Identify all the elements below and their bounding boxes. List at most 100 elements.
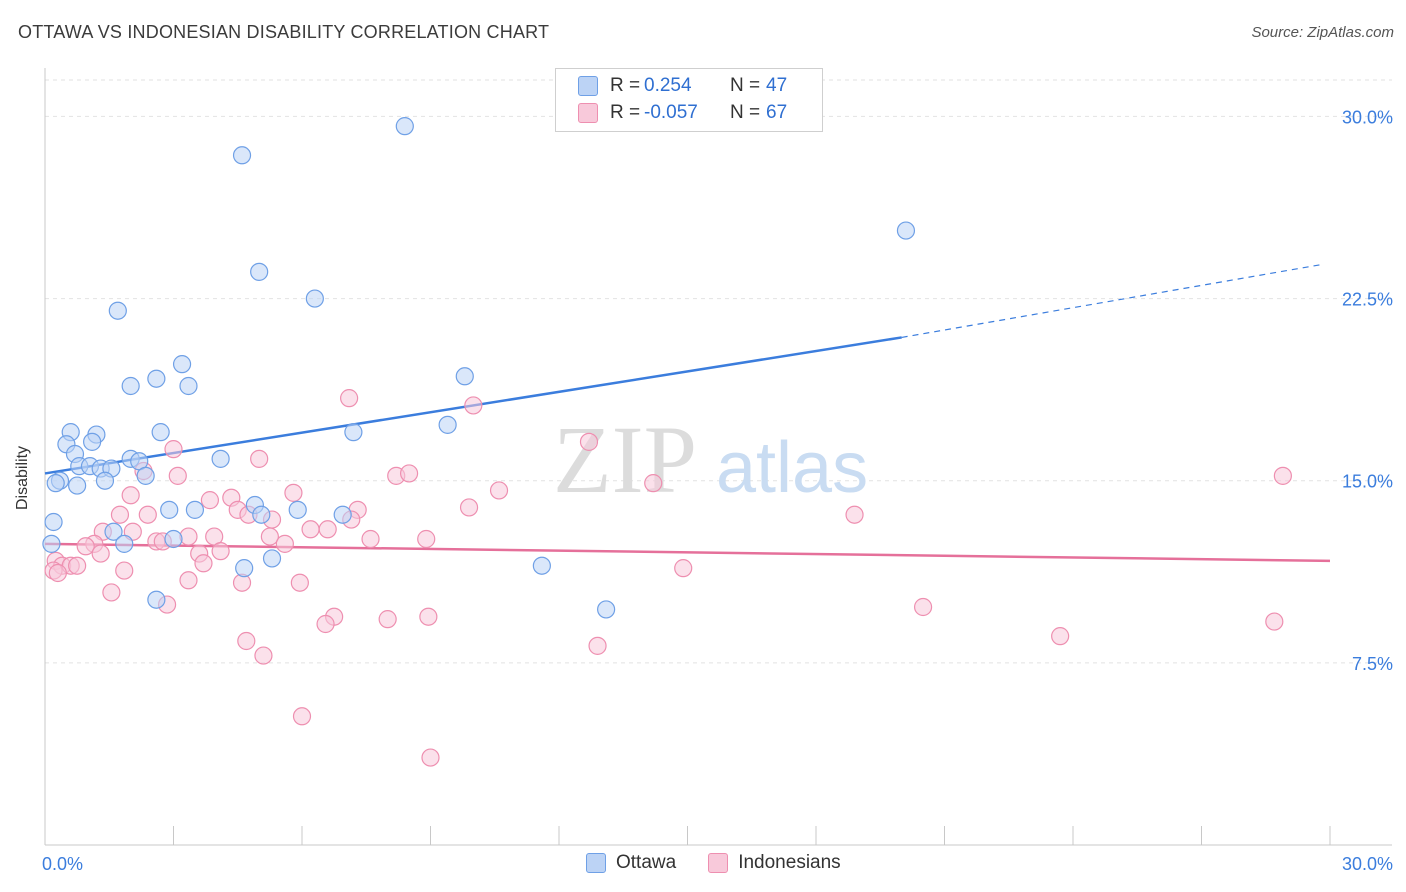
data-point-ottawa bbox=[262, 549, 282, 568]
legend-label-ottawa: Ottawa bbox=[616, 852, 677, 873]
data-point-indonesians bbox=[419, 607, 438, 626]
data-point-indonesians bbox=[378, 610, 397, 629]
y-tick-label: 30.0% bbox=[1342, 107, 1393, 127]
data-point-indonesians bbox=[588, 636, 607, 655]
data-point-indonesians bbox=[399, 464, 419, 483]
legend-n-label: N = bbox=[730, 75, 761, 96]
data-point-indonesians bbox=[211, 542, 230, 561]
data-point-ottawa bbox=[597, 600, 616, 619]
legend-row-indonesians: R = -0.057 N = 67 bbox=[578, 100, 787, 126]
data-point-indonesians bbox=[284, 483, 303, 502]
data-point-ottawa bbox=[333, 505, 352, 524]
legend-swatch-indonesians bbox=[708, 853, 729, 873]
legend-n-value: 47 bbox=[766, 75, 788, 96]
data-point-indonesians bbox=[168, 466, 187, 485]
x-tick-label: 30.0% bbox=[1342, 854, 1393, 874]
data-point-indonesians bbox=[164, 440, 183, 459]
data-point-ottawa bbox=[147, 369, 166, 388]
data-point-indonesians bbox=[254, 646, 273, 665]
series-legend: Ottawa Indonesians bbox=[586, 852, 873, 874]
data-point-ottawa bbox=[438, 415, 457, 434]
data-point-ottawa bbox=[185, 500, 205, 519]
legend-r-value: -0.057 bbox=[644, 102, 698, 123]
data-point-indonesians bbox=[68, 556, 87, 575]
legend-item-ottawa: Ottawa bbox=[586, 852, 676, 874]
tick-labels: 7.5% 15.0% 22.5% 30.0% 0.0% 30.0% bbox=[42, 107, 1393, 874]
data-point-ottawa bbox=[232, 146, 252, 165]
legend-item-indonesians: Indonesians bbox=[708, 852, 841, 874]
data-point-indonesians bbox=[316, 614, 335, 634]
data-point-ottawa bbox=[288, 500, 307, 519]
axes bbox=[44, 68, 1392, 846]
data-point-indonesians bbox=[489, 481, 509, 500]
watermark-zip: ZIP bbox=[553, 406, 697, 513]
legend-n-label: N = bbox=[730, 102, 761, 123]
data-point-indonesians bbox=[290, 573, 309, 592]
data-point-ottawa bbox=[121, 376, 140, 396]
data-point-indonesians bbox=[579, 432, 599, 451]
data-point-indonesians bbox=[1265, 612, 1284, 631]
data-point-indonesians bbox=[644, 474, 663, 493]
data-point-ottawa bbox=[83, 432, 102, 451]
data-point-indonesians bbox=[674, 559, 693, 578]
data-point-ottawa bbox=[305, 289, 324, 308]
data-point-ottawa bbox=[164, 529, 183, 549]
legend-label-indonesians: Indonesians bbox=[738, 852, 841, 873]
data-point-ottawa bbox=[172, 355, 192, 374]
data-point-indonesians bbox=[48, 563, 67, 583]
data-point-indonesians bbox=[318, 520, 337, 539]
data-point-ottawa bbox=[344, 423, 363, 442]
data-point-ottawa bbox=[896, 221, 916, 240]
data-point-indonesians bbox=[301, 520, 320, 539]
data-point-ottawa bbox=[395, 117, 414, 136]
legend-n-value: 67 bbox=[766, 102, 788, 123]
chart-title: OTTAWA VS INDONESIAN DISABILITY CORRELAT… bbox=[18, 22, 550, 42]
data-point-ottawa bbox=[104, 522, 123, 541]
data-point-ottawa bbox=[250, 262, 269, 281]
data-point-indonesians bbox=[121, 486, 140, 505]
data-point-indonesians bbox=[179, 527, 198, 546]
data-point-indonesians bbox=[260, 527, 279, 546]
data-point-indonesians bbox=[1051, 627, 1070, 646]
data-point-indonesians bbox=[115, 561, 134, 580]
legend-swatch-indonesians bbox=[578, 103, 598, 123]
legend-r-value: 0.254 bbox=[644, 75, 692, 96]
data-point-indonesians bbox=[459, 498, 479, 517]
data-point-ottawa bbox=[455, 367, 474, 386]
data-point-ottawa bbox=[252, 505, 271, 524]
data-point-indonesians bbox=[275, 534, 294, 553]
legend-r-label: R = bbox=[610, 75, 641, 96]
legend-swatch-ottawa bbox=[586, 853, 606, 873]
data-point-indonesians bbox=[292, 707, 312, 726]
data-point-indonesians bbox=[421, 748, 440, 767]
data-point-indonesians bbox=[179, 571, 198, 590]
data-point-indonesians bbox=[237, 631, 256, 651]
data-point-ottawa bbox=[211, 449, 230, 468]
correlation-legend: R = 0.254 N = 47 R = -0.057 N = 67 bbox=[555, 68, 823, 132]
data-point-indonesians bbox=[91, 544, 110, 563]
y-tick-label: 22.5% bbox=[1342, 290, 1393, 310]
data-point-indonesians bbox=[361, 529, 380, 549]
data-point-indonesians bbox=[110, 505, 130, 524]
data-point-ottawa bbox=[46, 474, 65, 493]
y-tick-label: 7.5% bbox=[1352, 654, 1393, 674]
data-point-ottawa bbox=[44, 512, 63, 532]
watermark: ZIP atlas bbox=[553, 406, 868, 513]
data-point-indonesians bbox=[417, 529, 436, 549]
data-point-ottawa bbox=[42, 534, 61, 553]
data-point-ottawa bbox=[235, 559, 254, 578]
data-point-indonesians bbox=[200, 491, 220, 510]
trend-line-indonesians bbox=[44, 542, 1331, 563]
data-point-indonesians bbox=[1273, 466, 1292, 485]
legend-swatch-ottawa bbox=[578, 76, 598, 96]
data-point-indonesians bbox=[102, 583, 121, 602]
data-point-ottawa bbox=[136, 466, 155, 485]
y-tick-label: 15.0% bbox=[1342, 472, 1393, 492]
data-point-indonesians bbox=[340, 389, 359, 408]
data-point-indonesians bbox=[913, 597, 933, 617]
legend-r-label: R = bbox=[610, 102, 641, 123]
data-point-ottawa bbox=[532, 556, 551, 575]
x-tick-label: 0.0% bbox=[42, 854, 83, 874]
data-point-ottawa bbox=[95, 471, 115, 490]
